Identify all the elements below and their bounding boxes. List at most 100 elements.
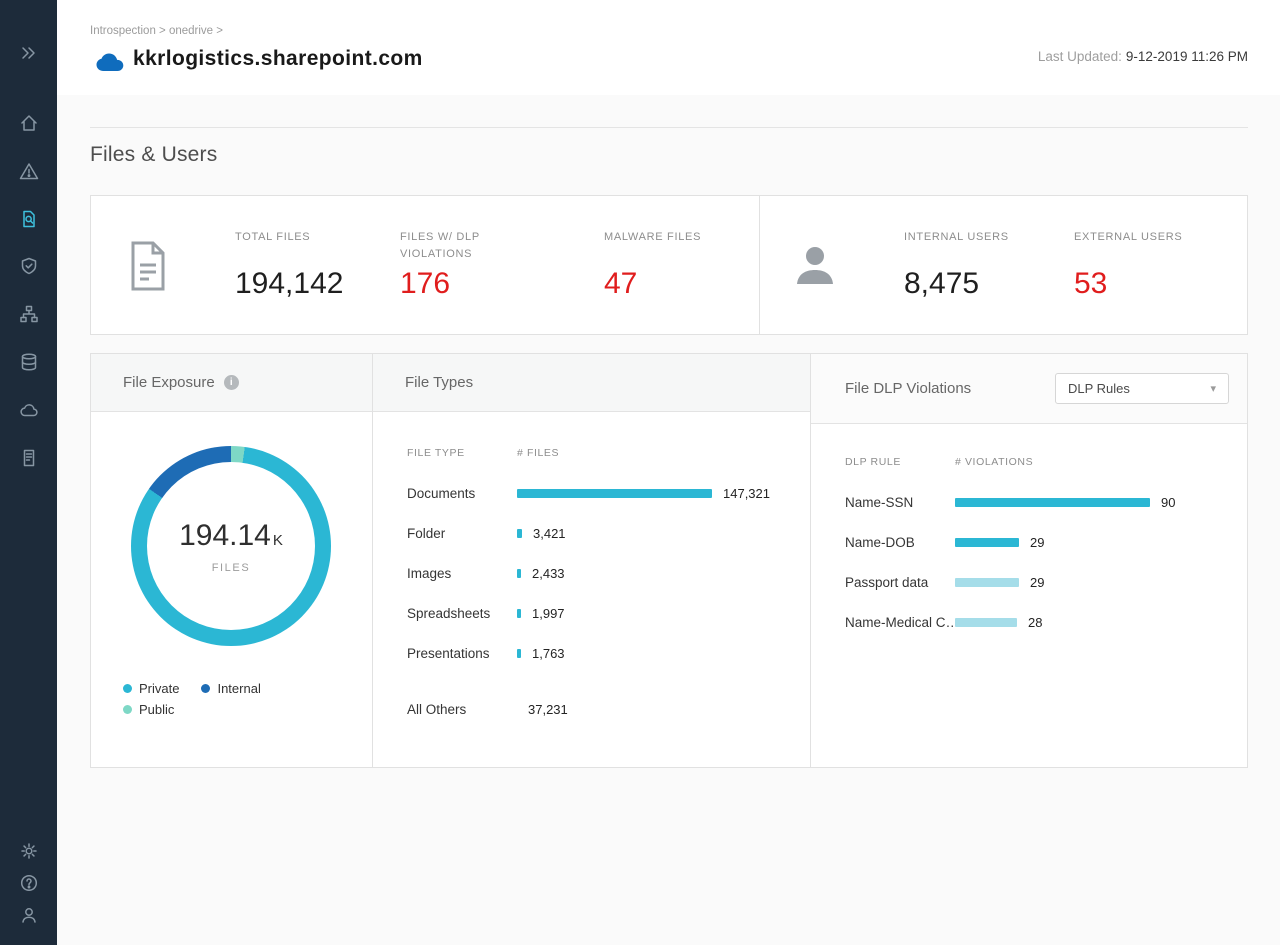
legend-dot [201,684,211,693]
stat-total-files: TOTAL FILES 194,142 [235,229,343,324]
page-title: kkrlogistics.sharepoint.com [133,47,423,70]
sidebar-item-hierarchy[interactable] [0,301,57,327]
report-icon [23,449,34,467]
stat-malware-files: MALWARE FILES 47 [604,229,701,324]
row-value: 28 [1028,614,1043,630]
table-row: Passport data 29 [845,572,1237,592]
table-header: DLP RULE # VIOLATIONS [845,456,1227,468]
dropdown-selected-value: DLP Rules [1068,381,1130,396]
sidebar-item-file-inspection[interactable] [0,206,57,232]
donut-center-label: FILES [211,561,251,574]
dlp-violations-panel: File DLP Violations DLP Rules ▾ DLP RULE… [810,353,1248,768]
section-title: Files & Users [90,143,218,166]
panel-title: File Types [405,374,474,391]
row-value: 3,421 [533,525,566,541]
file-exposure-donut: 194.14 K FILES [131,446,331,646]
row-label: Name-SSN [845,494,914,510]
info-icon[interactable]: i [223,375,239,390]
row-label: Presentations [407,645,490,661]
onedrive-cloud-icon [96,53,124,71]
stat-label: TOTAL FILES [235,231,311,243]
file-types-header: File Types [373,354,810,412]
sidebar-item-data[interactable] [0,349,57,375]
user-icon [21,908,36,923]
bar [955,577,1019,587]
breadcrumb[interactable]: Introspection > onedrive > [90,25,223,37]
row-value: 2,433 [532,565,565,581]
gear-icon [20,843,37,859]
row-value: 29 [1030,534,1045,550]
stat-label: FILES W/ DLP VIOLATIONS [400,231,480,260]
row-value: 1,997 [532,605,565,621]
bar [517,648,521,658]
sidebar-item-alerts[interactable] [0,158,57,184]
row-label: Documents [407,485,476,501]
sidebar [0,0,57,945]
legend-item-internal: Internal [201,681,261,696]
column-header: FILE TYPE [407,447,465,459]
sidebar-item-security[interactable] [0,253,57,279]
shield-check-icon [21,257,36,275]
bar [955,497,1150,507]
bar [955,617,1017,627]
sidebar-item-settings[interactable] [0,838,57,864]
stat-value: 47 [604,267,638,300]
sitemap-icon [19,305,38,323]
sidebar-item-account[interactable] [0,902,57,928]
column-header: # VIOLATIONS [955,456,1034,468]
sidebar-item-cloud[interactable] [0,397,57,423]
stat-label: EXTERNAL USERS [1074,231,1183,243]
sidebar-item-reports[interactable] [0,445,57,471]
legend-label: Internal [217,681,261,696]
bar [955,537,1019,547]
table-row: Name-SSN 90 [845,492,1237,512]
stat-external-users: EXTERNAL USERS 53 [1074,229,1182,324]
last-updated-label: Last Updated: [1037,49,1122,64]
person-icon [797,247,833,284]
sidebar-item-home[interactable] [0,110,57,136]
database-icon [21,353,36,371]
panel-title: File DLP Violations [845,380,972,397]
stat-value: 194,142 [235,267,344,300]
alert-triangle-icon [19,163,38,180]
row-value: 29 [1030,574,1045,590]
expand-sidebar-button[interactable] [0,40,57,66]
stat-dlp-violation-files: FILES W/ DLP VIOLATIONS 176 [400,229,528,324]
stat-value: 53 [1074,267,1108,300]
table-row: Images 2,433 [407,563,800,583]
file-types-panel: File Types FILE TYPE # FILES Documents 1… [372,353,811,768]
stats-card: TOTAL FILES 194,142 FILES W/ DLP VIOLATI… [90,195,1248,335]
table-row: Name-Medical C… 28 [845,612,1237,632]
legend-dot [123,705,132,714]
column-header: DLP RULE [845,456,901,468]
sidebar-item-help[interactable] [0,870,57,896]
home-icon [20,115,37,131]
row-label: Name-DOB [845,534,915,550]
row-value: 90 [1161,494,1176,510]
cloud-icon [19,404,38,417]
legend-label: Private [139,681,180,696]
file-exposure-header: File Exposure i [91,354,372,412]
row-value: 1,763 [532,645,565,661]
row-label: Spreadsheets [407,605,491,621]
top-bar [57,0,1280,95]
table-row: All Others 37,231 [407,699,800,719]
table-header: FILE TYPE # FILES [407,447,790,459]
stat-internal-users: INTERNAL USERS 8,475 [904,229,1009,324]
legend-item-private: Private [123,681,179,696]
table-row: Presentations 1,763 [407,643,800,663]
bar [517,608,521,618]
dlp-rules-dropdown[interactable]: DLP Rules ▾ [1055,373,1229,404]
bar [517,528,522,538]
donut-center: 194.14 K FILES [147,462,315,630]
row-label: Folder [407,525,446,541]
header-divider [90,127,1248,128]
table-row: Name-DOB 29 [845,532,1237,552]
bar [517,488,712,498]
stat-value: 8,475 [904,267,980,300]
table-row: Documents 147,321 [407,483,800,503]
legend-row: Public [123,702,174,717]
row-label: All Others [407,701,467,717]
row-label: Name-Medical C… [845,614,955,630]
last-updated-value: 9-12-2019 11:26 PM [1125,49,1248,64]
